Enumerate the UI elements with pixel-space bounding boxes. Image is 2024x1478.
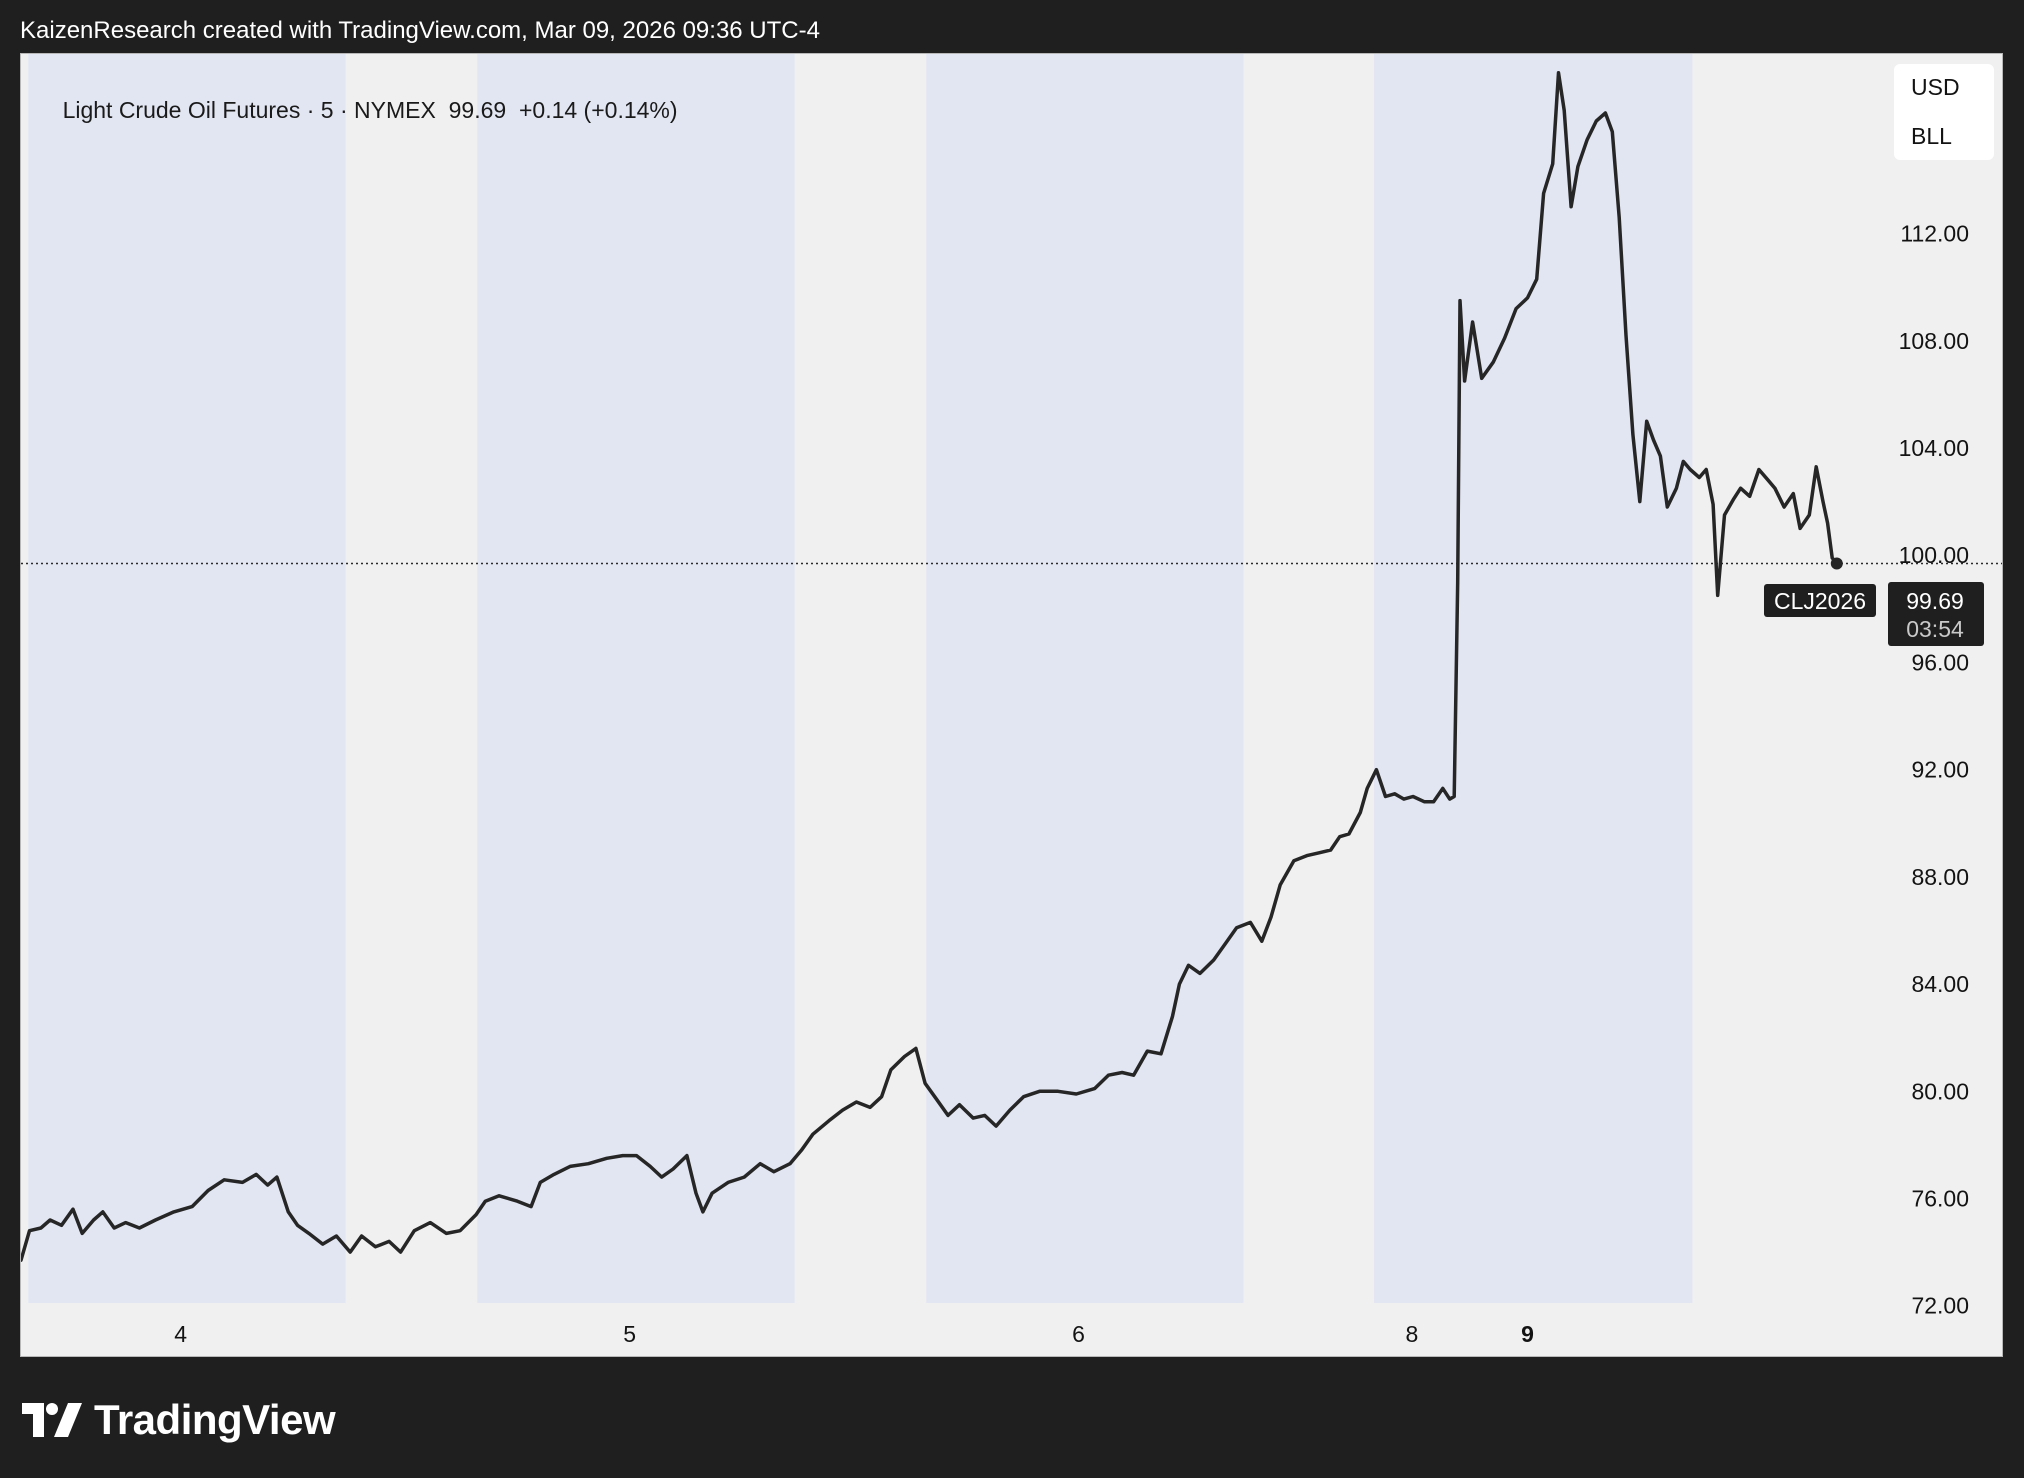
price-tag[interactable]: CLJ2026 99.69 03:54 xyxy=(1764,582,1984,646)
unit-label[interactable]: BLL xyxy=(1911,123,1952,149)
y-tick-label: 108.00 xyxy=(1899,328,1969,354)
symbol-tag-text: CLJ2026 xyxy=(1774,588,1866,614)
price-tag-box xyxy=(1888,582,1984,646)
session-band xyxy=(926,54,1244,1303)
legend-symbol-name: Light Crude Oil Futures xyxy=(62,97,301,123)
y-tick-label: 100.00 xyxy=(1899,542,1969,568)
currency-label[interactable]: USD xyxy=(1911,74,1960,100)
price-tag-value: 99.69 xyxy=(1906,588,1964,614)
x-tick-label: 8 xyxy=(1405,1321,1418,1347)
price-chart[interactable]: 72.00 76.00 80.00 84.00 88.00 92.00 96.00 100.0… xyxy=(21,54,2003,1357)
legend-last-price: 99.69 xyxy=(448,97,507,123)
y-tick-label: 96.00 xyxy=(1911,649,1969,675)
y-tick-label: 112.00 xyxy=(1900,221,1969,247)
last-price-dot xyxy=(1830,557,1843,570)
session-bands xyxy=(28,54,1693,1303)
y-tick-label: 88.00 xyxy=(1911,864,1969,890)
chart-caption: KaizenResearch created with TradingView.… xyxy=(20,17,820,44)
chart-panel[interactable]: 72.00 76.00 80.00 84.00 88.00 92.00 96.00 100.0… xyxy=(20,53,2003,1357)
y-tick-label: 76.00 xyxy=(1911,1186,1969,1212)
price-tag-countdown: 03:54 xyxy=(1906,616,1964,642)
x-tick-label: 4 xyxy=(174,1321,187,1347)
legend-exchange: NYMEX xyxy=(354,97,436,123)
y-tick-label: 80.00 xyxy=(1911,1078,1969,1104)
symbol-tag xyxy=(1764,584,1876,617)
y-tick-label: 92.00 xyxy=(1911,757,1969,783)
legend-interval: 5 xyxy=(320,97,334,123)
x-axis-ticks: 4 5 6 8 9 xyxy=(174,1321,1534,1347)
y-axis-ticks: 72.00 76.00 80.00 84.00 88.00 92.00 96.00 100.0… xyxy=(1899,113,1969,1318)
y-tick-label: 72.00 xyxy=(1911,1293,1969,1319)
currency-unit-box[interactable]: USD BLL xyxy=(1894,64,1994,160)
y-tick-label: 104.00 xyxy=(1899,435,1969,461)
chart-legend[interactable]: Light Crude Oil Futures · 5 · NYMEX 99.6… xyxy=(62,97,678,123)
x-tick-label: 6 xyxy=(1072,1321,1085,1347)
x-tick-label: 5 xyxy=(623,1321,636,1347)
session-band xyxy=(28,54,346,1303)
y-tick-label: 84.00 xyxy=(1911,971,1969,997)
legend-change: +0.14 (+0.14%) xyxy=(518,97,678,123)
tradingview-brand[interactable]: TradingView xyxy=(22,1396,336,1444)
price-series-line xyxy=(21,71,1839,1262)
session-band xyxy=(1374,54,1693,1303)
x-tick-label: 9 xyxy=(1521,1321,1534,1347)
tradingview-logo-icon xyxy=(22,1403,82,1437)
brand-name: TradingView xyxy=(94,1396,336,1443)
session-band xyxy=(477,54,795,1303)
